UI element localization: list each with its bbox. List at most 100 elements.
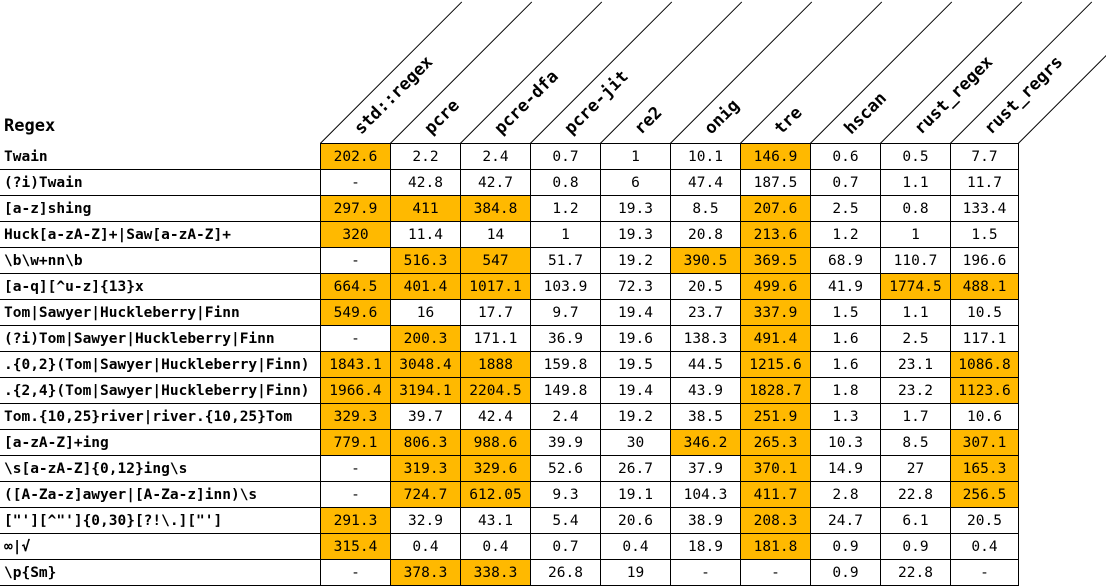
regex-label: ∞|√ xyxy=(4,539,31,555)
table-cell: 19.6 xyxy=(600,326,670,352)
column-header-pcre-jit: pcre-jit xyxy=(560,66,633,139)
grid-top-rule xyxy=(320,143,1019,144)
table-row: (?i)Twain -42.8 42.7 0.8 6 47.4 187.5 0.7 1.1 11.… xyxy=(0,170,1106,196)
table-cell: 1.2 xyxy=(530,196,600,222)
table-cell: 19.2 xyxy=(600,404,670,430)
table-cell: 19.4 xyxy=(600,378,670,404)
table-cell: 36.9 xyxy=(530,326,600,352)
table-cell: 0.8 xyxy=(530,170,600,196)
table-cell: 18.9 xyxy=(670,534,740,560)
table-cell: 5.4 xyxy=(530,508,600,534)
table-cell: 37.9 xyxy=(670,456,740,482)
column-header-re2: re2 xyxy=(630,102,667,139)
table-cell: 319.3 xyxy=(390,456,460,482)
table-cell: 2.4 xyxy=(530,404,600,430)
table-cell: 196.6 xyxy=(950,248,1019,274)
table-cell: 297.9 xyxy=(320,196,390,222)
table-cell: - xyxy=(320,482,390,508)
table-cell: 38.9 xyxy=(670,508,740,534)
table-row: [a-q][^u-z]{13}x 664.5 401.4 1017.1 103.9 72.… xyxy=(0,274,1106,300)
table-cell: 51.7 xyxy=(530,248,600,274)
table-cell: 6.1 xyxy=(880,508,950,534)
table-cell: 2204.5 xyxy=(460,378,530,404)
table-row: Twain 202.6 2.2 2.4 0.7 1 10.1 146.9 0.6 0.5 7.7 xyxy=(0,144,1106,170)
table-cell: 1 xyxy=(600,144,670,170)
table-cell: 26.7 xyxy=(600,456,670,482)
regex-label: [a-zA-Z]+ing xyxy=(4,435,109,451)
table-cell: 1017.1 xyxy=(460,274,530,300)
table-cell: 1.2 xyxy=(810,222,880,248)
table-cell: - xyxy=(320,326,390,352)
table-cell: 0.6 xyxy=(810,144,880,170)
table-cell: 19 xyxy=(600,560,670,586)
table-cell: 1774.5 xyxy=(880,274,950,300)
row-divider xyxy=(0,273,320,274)
table-cell: 0.9 xyxy=(810,560,880,586)
table-cell: 488.1 xyxy=(950,274,1019,300)
table-cell: 320 xyxy=(320,222,390,248)
row-divider xyxy=(0,351,320,352)
table-cell: 329.6 xyxy=(460,456,530,482)
table-cell: 251.9 xyxy=(740,404,810,430)
table-cell: 612.05 xyxy=(460,482,530,508)
table-row: [a-zA-Z]+ing 779.1 806.3 988.6 39.9 30 346.2 26… xyxy=(0,430,1106,456)
table-cell: 337.9 xyxy=(740,300,810,326)
table-row: ([A-Za-z]awyer|[A-Za-z]inn)\s -724.7 612.0… xyxy=(0,482,1106,508)
row-divider xyxy=(0,559,320,560)
regex-label: Tom|Sawyer|Huckleberry|Finn xyxy=(4,305,240,321)
table-cell: 0.9 xyxy=(880,534,950,560)
table-cell: 20.5 xyxy=(670,274,740,300)
table-cell: 14.9 xyxy=(810,456,880,482)
table-cell: 47.4 xyxy=(670,170,740,196)
row-divider xyxy=(0,377,320,378)
table-cell: 10.6 xyxy=(950,404,1019,430)
table-cell: 9.7 xyxy=(530,300,600,326)
column-header-tre: tre xyxy=(770,102,807,139)
regex-label: \p{Sm} xyxy=(4,565,57,581)
table-cell: 0.4 xyxy=(460,534,530,560)
table-cell: 32.9 xyxy=(390,508,460,534)
table-cell: 19.3 xyxy=(600,196,670,222)
table-cell: 401.4 xyxy=(390,274,460,300)
regex-label: [a-z]shing xyxy=(4,201,92,217)
table-cell: 315.4 xyxy=(320,534,390,560)
regex-label: \s[a-zA-Z]{0,12}ing\s xyxy=(4,461,188,477)
table-cell: 2.4 xyxy=(460,144,530,170)
table-cell: 207.6 xyxy=(740,196,810,222)
table-cell: 1215.6 xyxy=(740,352,810,378)
table-cell: 39.9 xyxy=(530,430,600,456)
table-cell: 103.9 xyxy=(530,274,600,300)
table-cell: 10.1 xyxy=(670,144,740,170)
regex-column-header: Regex xyxy=(4,116,56,136)
table-cell: 19.2 xyxy=(600,248,670,274)
table-cell: 11.4 xyxy=(390,222,460,248)
row-divider xyxy=(0,299,320,300)
table-cell: 17.7 xyxy=(460,300,530,326)
regex-label: (?i)Twain xyxy=(4,175,83,191)
table-cell: 104.3 xyxy=(670,482,740,508)
table-cell: 1.5 xyxy=(950,222,1019,248)
table-cell: 26.8 xyxy=(530,560,600,586)
table-cell: 988.6 xyxy=(460,430,530,456)
table-cell: 22.8 xyxy=(880,482,950,508)
row-divider xyxy=(0,481,320,482)
table-row: Tom|Sawyer|Huckleberry|Finn 549.6 16 17.7 9.… xyxy=(0,300,1106,326)
table-cell: 10.3 xyxy=(810,430,880,456)
row-divider xyxy=(0,403,320,404)
table-cell: 411.7 xyxy=(740,482,810,508)
row-divider xyxy=(0,429,320,430)
table-cell: 11.7 xyxy=(950,170,1019,196)
table-cell: 0.4 xyxy=(390,534,460,560)
table-cell: 42.8 xyxy=(390,170,460,196)
table-cell: - xyxy=(320,170,390,196)
regex-label: Tom.{10,25}river|river.{10,25}Tom xyxy=(4,409,293,425)
table-cell: 20.6 xyxy=(600,508,670,534)
table-cell: 378.3 xyxy=(390,560,460,586)
table-cell: 19.3 xyxy=(600,222,670,248)
table-cell: 0.7 xyxy=(810,170,880,196)
table-cell: 6 xyxy=(600,170,670,196)
row-divider xyxy=(0,221,320,222)
table-row: Tom.{10,25}river|river.{10,25}Tom 329.3 39… xyxy=(0,404,1106,430)
table-cell: 1 xyxy=(880,222,950,248)
